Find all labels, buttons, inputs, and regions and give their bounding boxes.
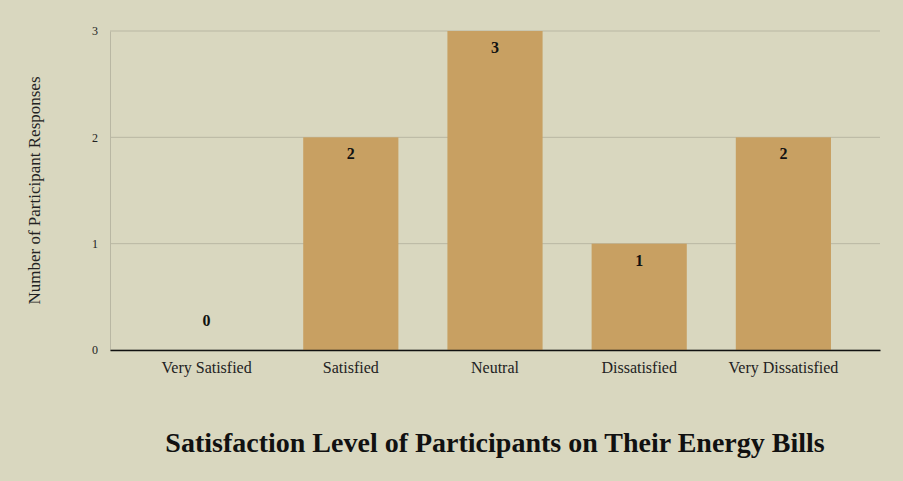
x-tick: Neutral xyxy=(471,350,520,376)
x-tick-label: Dissatisfied xyxy=(601,359,677,376)
data-labels: 0 2 3 1 2 xyxy=(203,39,788,329)
y-tick-label: 3 xyxy=(92,24,98,38)
title: Satisfaction Level of Participants on Th… xyxy=(165,427,824,458)
y-tick: 2 xyxy=(92,131,110,145)
y-tick-label: 1 xyxy=(92,237,98,251)
data-label: 1 xyxy=(635,252,643,269)
x-tick: Satisfied xyxy=(323,350,379,376)
y-axis-line xyxy=(110,32,111,351)
y-tick: 0 xyxy=(92,343,110,357)
data-label: 2 xyxy=(779,145,787,162)
x-axis-line xyxy=(111,350,881,352)
data-label: 0 xyxy=(203,312,211,329)
bar xyxy=(447,31,542,350)
x-axis: Very Satisfied Satisfied Neutral Dissatisfi… xyxy=(111,350,881,377)
chart: 0 1 2 3 Very Satisfied Satisfied Neutral Dissat… xyxy=(0,0,903,481)
y-tick: 3 xyxy=(92,24,110,38)
y-tick: 1 xyxy=(92,237,110,251)
x-tick-label: Very Dissatisfied xyxy=(729,359,839,377)
x-tick: Very Satisfied xyxy=(162,350,252,377)
y-tick-label: 0 xyxy=(92,343,98,357)
bar xyxy=(736,137,831,350)
bar xyxy=(592,244,687,350)
x-tick-label: Very Satisfied xyxy=(162,359,252,377)
data-label: 3 xyxy=(491,39,499,56)
x-tick-label: Satisfied xyxy=(323,359,379,376)
x-tick-label: Neutral xyxy=(471,359,520,376)
y-tick-label: 2 xyxy=(92,131,98,145)
y-axis: 0 1 2 3 xyxy=(92,24,111,357)
x-tick: Dissatisfied xyxy=(601,350,677,376)
data-label: 2 xyxy=(347,145,355,162)
bar xyxy=(303,137,398,350)
grid xyxy=(110,31,880,350)
background xyxy=(0,0,903,481)
bars xyxy=(303,31,831,350)
x-tick: Very Dissatisfied xyxy=(729,350,839,377)
y-axis-title: Number of Participant Responses xyxy=(25,76,44,304)
